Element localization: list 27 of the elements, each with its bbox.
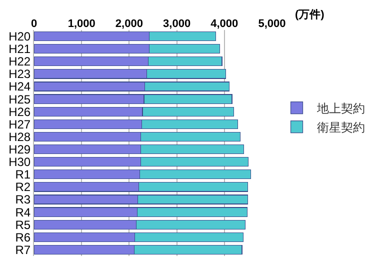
y-tick-label: R6 — [15, 230, 31, 244]
y-tick-label: R3 — [15, 192, 31, 207]
y-tick-label: R5 — [15, 218, 31, 232]
y-tick-label: H22 — [8, 54, 31, 69]
x-tick-label: 4,000 — [210, 18, 238, 30]
y-tick-label: H23 — [8, 67, 31, 82]
y-tick-label: R2 — [15, 180, 31, 194]
text: (万件) — [295, 8, 325, 21]
y-tick-label: H28 — [8, 130, 31, 144]
y-tick-label: H20 — [8, 29, 31, 44]
y-tick-label: H30 — [8, 155, 31, 170]
x-tick-label: 3,000 — [163, 18, 191, 30]
y-tick-label: H24 — [8, 80, 31, 94]
x-tick-label: 5,000 — [258, 18, 286, 30]
legend-label: 衛星契約 — [316, 120, 365, 134]
y-tick-label: R4 — [15, 205, 31, 220]
x-tick-label: 0 — [30, 18, 38, 30]
y-tick-label: H29 — [8, 142, 31, 156]
y-tick-label: R7 — [15, 242, 31, 257]
y-tick-label: H27 — [8, 117, 31, 132]
y-tick-label: H21 — [8, 42, 31, 56]
legend-label: 地上契約 — [316, 101, 365, 116]
y-tick-label: H26 — [8, 104, 31, 119]
x-tick-label: 2,000 — [115, 18, 143, 30]
y-tick-label: R1 — [15, 168, 31, 182]
x-tick-label: 1,000 — [68, 18, 96, 30]
y-tick-label: H25 — [8, 92, 31, 106]
